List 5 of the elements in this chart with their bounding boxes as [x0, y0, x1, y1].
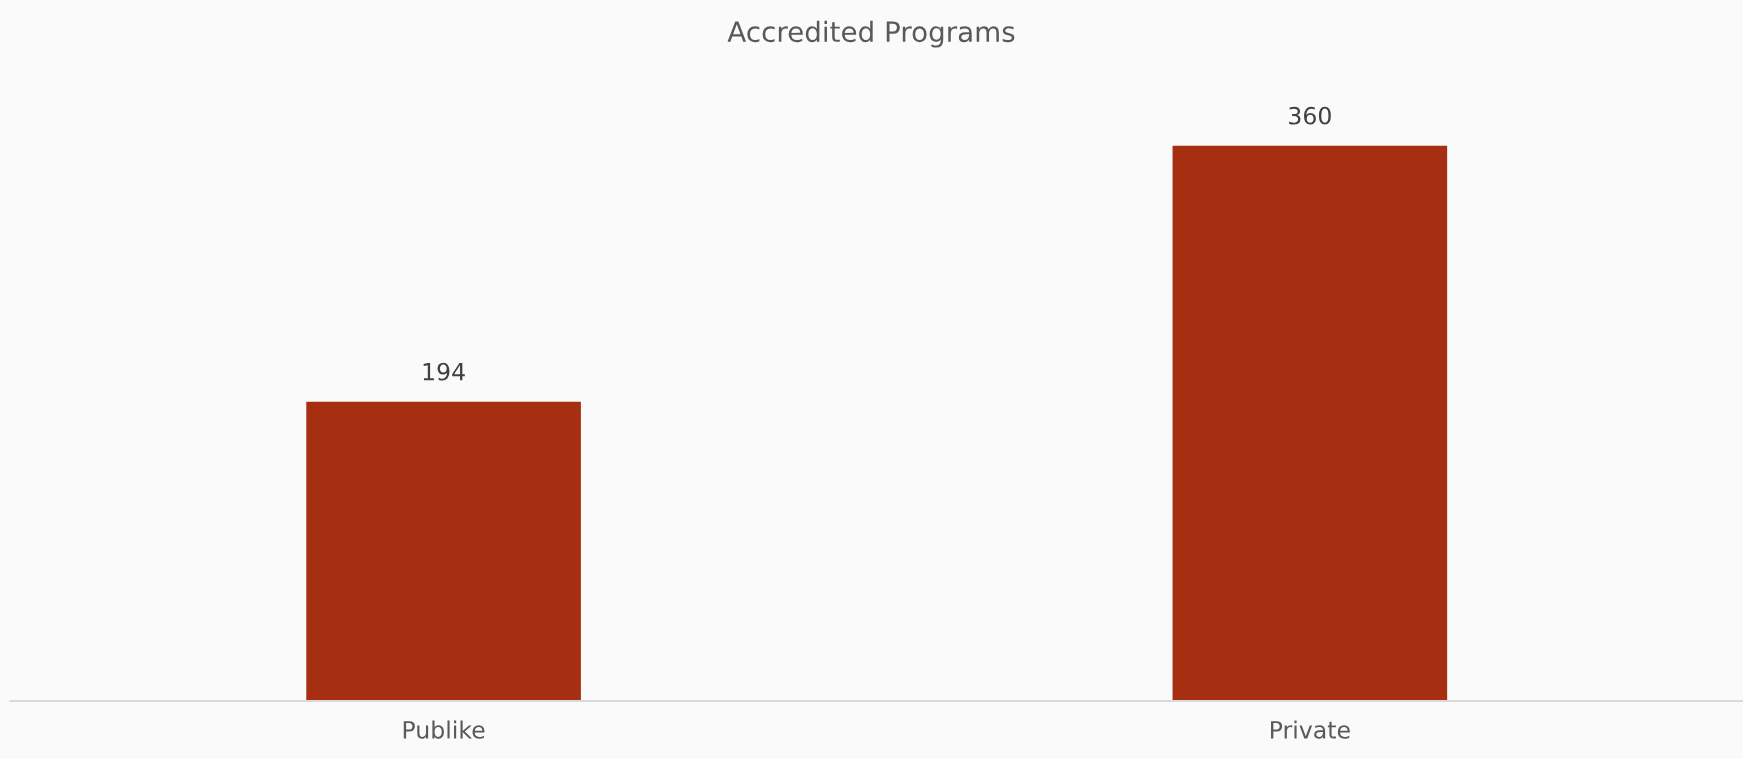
x-tick-label: Publike	[403, 720, 485, 739]
data-label: 360	[1289, 106, 1331, 125]
chart-title: Accredited Programs	[727, 20, 1015, 48]
data-label: 194	[423, 362, 465, 381]
x-tick-label: Private	[1271, 720, 1350, 739]
